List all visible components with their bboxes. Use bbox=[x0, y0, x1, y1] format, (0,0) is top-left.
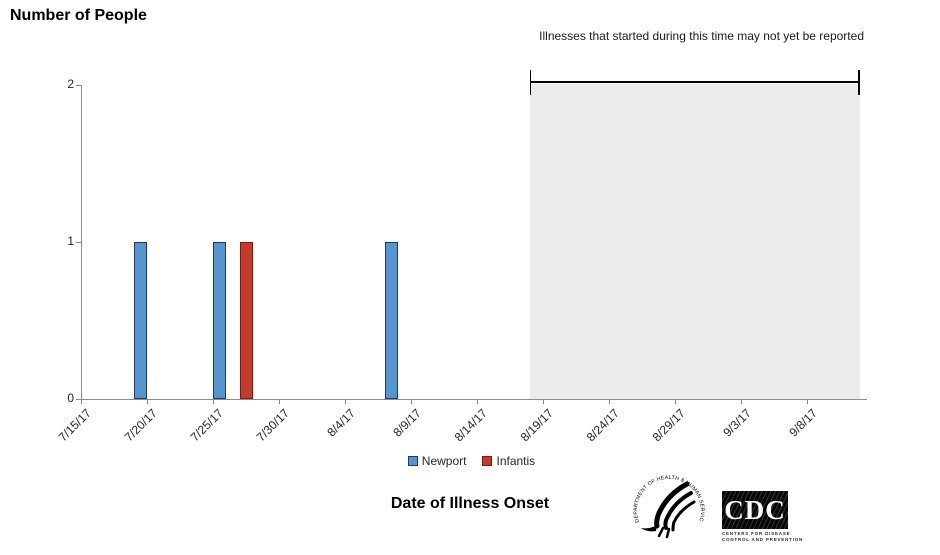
x-tick-label-7/30/17: 7/30/17 bbox=[253, 406, 292, 445]
hhs-eagle-swooshes bbox=[654, 481, 696, 539]
x-tick-7/30/17 bbox=[279, 400, 280, 404]
cdc-logo-box: CDC bbox=[722, 491, 788, 529]
bracket-line bbox=[529, 81, 860, 83]
y-tick-1 bbox=[76, 242, 81, 243]
y-axis-line bbox=[81, 85, 82, 400]
bar-newport-7/25/17 bbox=[213, 242, 227, 399]
x-tick-label-8/9/17: 8/9/17 bbox=[390, 406, 424, 440]
x-tick-label-7/20/17: 7/20/17 bbox=[121, 406, 160, 445]
y-tick-0 bbox=[76, 399, 81, 400]
x-tick-label-9/8/17: 9/8/17 bbox=[786, 406, 820, 440]
x-tick-8/19/17 bbox=[543, 400, 544, 404]
hhs-eagle-icon: DEPARTMENT OF HEALTH & HUMAN SERVICES • … bbox=[625, 460, 705, 539]
legend-label-newport: Newport bbox=[421, 454, 467, 468]
x-tick-label-7/25/17: 7/25/17 bbox=[187, 406, 226, 445]
x-tick-label-8/14/17: 8/14/17 bbox=[451, 406, 490, 445]
x-tick-7/25/17 bbox=[213, 400, 214, 404]
y-tick-2 bbox=[76, 85, 81, 86]
x-tick-label-8/24/17: 8/24/17 bbox=[583, 406, 622, 445]
cdc-acronym: CDC bbox=[724, 494, 786, 525]
x-tick-label-8/29/17: 8/29/17 bbox=[649, 406, 688, 445]
bracket-right-tick bbox=[858, 70, 860, 95]
unreported-annotation: Illnesses that started during this time … bbox=[539, 29, 864, 43]
legend-label-infantis: Infantis bbox=[496, 454, 536, 468]
x-tick-8/9/17 bbox=[411, 400, 412, 404]
x-tick-9/3/17 bbox=[741, 400, 742, 404]
hhs-ring-text: DEPARTMENT OF HEALTH & HUMAN SERVICES • … bbox=[625, 460, 705, 523]
legend-swatch-infantis bbox=[482, 456, 493, 466]
x-tick-label-7/15/17: 7/15/17 bbox=[55, 406, 94, 445]
bar-newport-8/7/17 bbox=[384, 242, 398, 399]
hhs-logo: DEPARTMENT OF HEALTH & HUMAN SERVICES • … bbox=[625, 460, 711, 555]
x-tick-7/20/17 bbox=[147, 400, 148, 404]
chart-title: Number of People bbox=[10, 7, 147, 24]
legend-swatch-newport bbox=[407, 456, 418, 466]
legend-item-newport: Newport bbox=[407, 454, 467, 468]
x-tick-8/4/17 bbox=[345, 400, 346, 404]
cdc-caption: CENTERS FOR DISEASE CONTROL AND PREVENTI… bbox=[722, 531, 804, 542]
x-tick-label-8/4/17: 8/4/17 bbox=[324, 406, 358, 440]
x-tick-8/29/17 bbox=[675, 400, 676, 404]
x-tick-label-9/3/17: 9/3/17 bbox=[720, 406, 754, 440]
cdc-caption-line1: CENTERS FOR DISEASE bbox=[722, 531, 791, 536]
y-tick-label-2: 2 bbox=[67, 77, 74, 91]
y-tick-label-1: 1 bbox=[67, 234, 74, 248]
x-axis-line bbox=[81, 399, 867, 400]
cdc-logo: CDC CENTERS FOR DISEASE CONTROL AND PREV… bbox=[722, 491, 804, 542]
bar-infantis-7/27/17 bbox=[239, 242, 253, 399]
svg-text:DEPARTMENT OF HEALTH & HUMAN S: DEPARTMENT OF HEALTH & HUMAN SERVICES • … bbox=[627, 464, 705, 523]
legend: Newport Infantis bbox=[81, 454, 862, 468]
x-tick-7/15/17 bbox=[81, 400, 82, 404]
x-axis-title: Date of Illness Onset bbox=[390, 495, 550, 512]
bracket-left-tick bbox=[529, 70, 532, 95]
x-tick-8/24/17 bbox=[609, 400, 610, 404]
legend-item-infantis: Infantis bbox=[482, 454, 535, 468]
bar-newport-7/19/17 bbox=[133, 242, 147, 399]
cdc-caption-line2: CONTROL AND PREVENTION bbox=[722, 536, 804, 542]
hhs-eagle-head bbox=[641, 525, 657, 532]
x-tick-8/14/17 bbox=[477, 400, 478, 404]
y-tick-label-0: 0 bbox=[67, 391, 74, 405]
unreported-window-shade bbox=[529, 84, 860, 399]
x-tick-label-8/19/17: 8/19/17 bbox=[517, 406, 556, 445]
x-tick-9/8/17 bbox=[807, 400, 808, 404]
